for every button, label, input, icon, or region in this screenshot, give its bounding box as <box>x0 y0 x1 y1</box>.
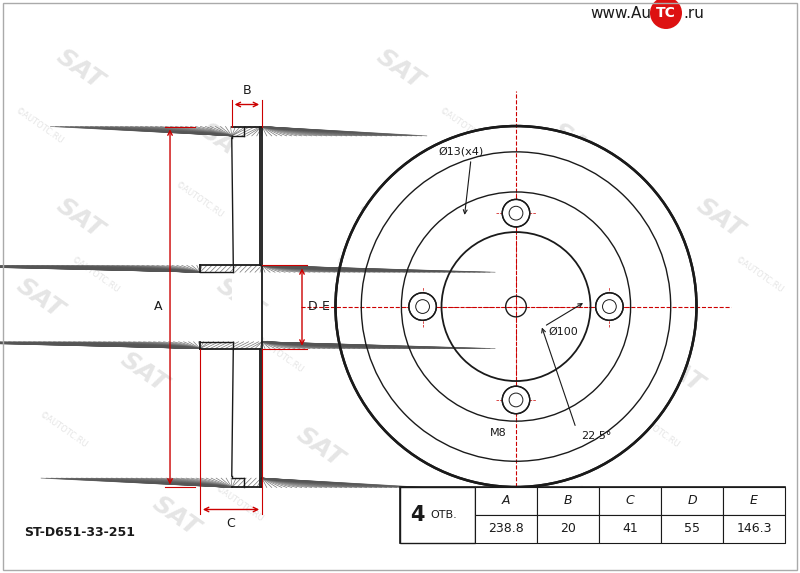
Text: D: D <box>308 300 318 313</box>
Text: SAT: SAT <box>692 193 748 242</box>
Bar <box>400 487 785 543</box>
Circle shape <box>502 199 530 227</box>
Text: A: A <box>154 300 162 313</box>
Bar <box>599 487 661 515</box>
Bar <box>400 487 475 543</box>
Text: M8: M8 <box>490 428 506 438</box>
Text: SAT: SAT <box>452 491 508 540</box>
Text: B: B <box>242 84 251 96</box>
Text: 20: 20 <box>560 523 576 536</box>
Text: ©AUTOTC.RU: ©AUTOTC.RU <box>70 255 122 295</box>
Text: SAT: SAT <box>148 491 204 540</box>
Text: .ru: .ru <box>683 6 704 21</box>
Text: ОТВ.: ОТВ. <box>430 510 457 520</box>
Text: ©AUTOTC.RU: ©AUTOTC.RU <box>14 106 66 146</box>
Bar <box>661 487 723 515</box>
Text: ©AUTOTC.RU: ©AUTOTC.RU <box>574 484 626 524</box>
Text: ©AUTOTC.RU: ©AUTOTC.RU <box>438 106 490 146</box>
Text: SAT: SAT <box>12 273 68 323</box>
Text: ©AUTOTC.RU: ©AUTOTC.RU <box>334 255 386 295</box>
Bar <box>475 487 537 515</box>
Text: SAT: SAT <box>196 119 252 168</box>
Text: SAT: SAT <box>676 491 732 540</box>
Text: SAT: SAT <box>212 273 268 323</box>
Circle shape <box>650 0 682 29</box>
Text: 238.8: 238.8 <box>488 523 524 536</box>
Circle shape <box>596 293 623 320</box>
Text: 4: 4 <box>410 505 425 525</box>
Circle shape <box>502 386 530 414</box>
Bar <box>537 515 599 543</box>
Text: SAT: SAT <box>356 193 412 242</box>
Text: SAT: SAT <box>52 193 108 242</box>
Text: ©AUTOTC.RU: ©AUTOTC.RU <box>214 484 266 524</box>
Text: SAT: SAT <box>372 348 428 397</box>
Text: www.Auto: www.Auto <box>590 6 666 21</box>
Text: ©AUTOTC.RU: ©AUTOTC.RU <box>38 410 90 450</box>
Text: B: B <box>564 494 572 508</box>
Text: ©AUTOTC.RU: ©AUTOTC.RU <box>494 335 546 375</box>
Text: ©AUTOTC.RU: ©AUTOTC.RU <box>254 335 306 375</box>
Text: D: D <box>687 494 697 508</box>
Circle shape <box>335 126 697 487</box>
Bar <box>232 127 262 488</box>
Bar <box>537 487 599 515</box>
Bar <box>723 487 785 515</box>
Text: 146.3: 146.3 <box>736 523 772 536</box>
Text: ©AUTOTC.RU: ©AUTOTC.RU <box>630 410 682 450</box>
Bar <box>475 515 537 543</box>
Text: SAT: SAT <box>532 422 588 472</box>
Text: ST-D651-33-251: ST-D651-33-251 <box>25 527 135 540</box>
Text: SAT: SAT <box>548 119 604 168</box>
Text: SAT: SAT <box>372 44 428 93</box>
Text: A: A <box>502 494 510 508</box>
Text: ©AUTOTC.RU: ©AUTOTC.RU <box>174 180 226 221</box>
Text: ©AUTOTC.RU: ©AUTOTC.RU <box>734 255 786 295</box>
Text: Ø13(x4): Ø13(x4) <box>438 146 484 156</box>
Bar <box>599 515 661 543</box>
Bar <box>723 515 785 543</box>
Text: SAT: SAT <box>516 273 572 323</box>
Text: SAT: SAT <box>292 422 348 472</box>
Text: SAT: SAT <box>116 348 172 397</box>
Bar <box>661 515 723 543</box>
Text: ©AUTOTC.RU: ©AUTOTC.RU <box>414 410 466 450</box>
Text: 55: 55 <box>684 523 700 536</box>
Text: SAT: SAT <box>52 44 108 93</box>
Text: Ø100: Ø100 <box>548 327 578 336</box>
Text: 22.5°: 22.5° <box>581 431 611 441</box>
Text: E: E <box>322 300 330 313</box>
Text: ©AUTOTC.RU: ©AUTOTC.RU <box>598 180 650 221</box>
Text: 41: 41 <box>622 523 638 536</box>
Text: C: C <box>226 517 235 531</box>
Text: C: C <box>626 494 634 508</box>
Text: SAT: SAT <box>652 348 708 397</box>
Circle shape <box>409 293 436 320</box>
Text: TC: TC <box>656 6 676 20</box>
Text: E: E <box>750 494 758 508</box>
